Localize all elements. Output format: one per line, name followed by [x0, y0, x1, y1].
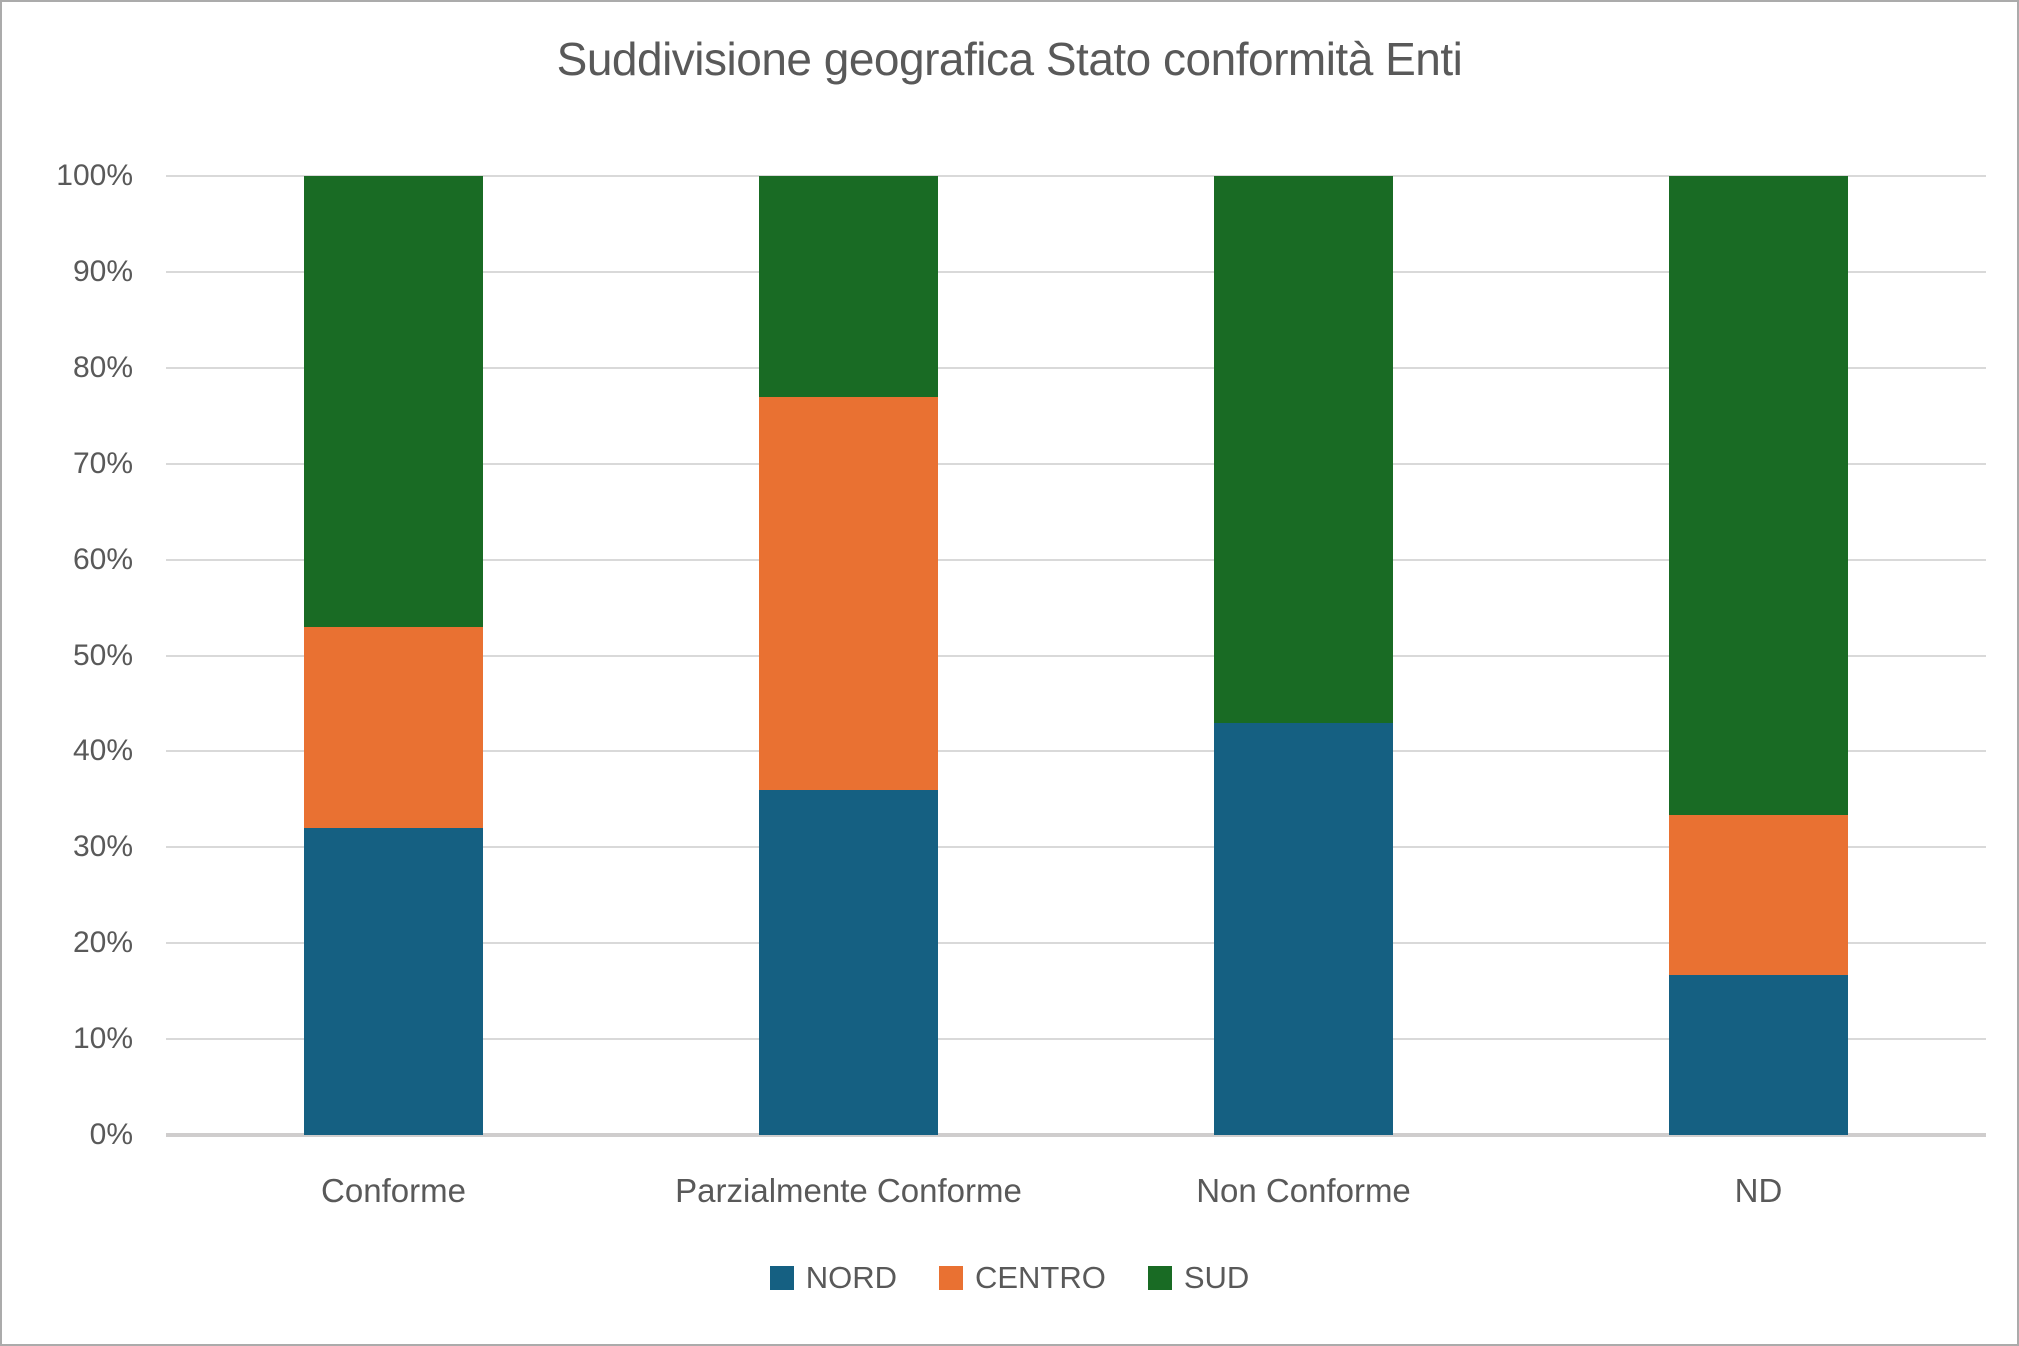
gridline-10%: [166, 1038, 1986, 1041]
gridline-90%: [166, 270, 1986, 273]
y-axis-tick-label-100%: 100%: [56, 159, 133, 192]
bar-segment-sud-3: [1668, 176, 1849, 816]
gridline-70%: [166, 462, 1986, 465]
x-axis-line: [166, 1133, 1986, 1137]
y-axis-tick-labels: 0% 10% 20% 30% 40% 50% 60% 70% 80% 90% 100%: [2, 159, 133, 1151]
bar-stack-1: [758, 176, 939, 1135]
legend-label: SUD: [1183, 1260, 1250, 1295]
gridline-20%: [166, 942, 1986, 945]
x-axis-label-1: Parzialmente Conforme: [675, 1172, 1022, 1209]
y-axis-tick-label-30%: 30%: [72, 830, 133, 864]
chart-title: Suddivisione geografica Stato conformità…: [556, 33, 1463, 85]
bar-stack-3: [1668, 176, 1849, 1135]
legend-swatch-icon: [1147, 1266, 1172, 1290]
y-axis-tick-label-0%: 0%: [89, 1118, 133, 1151]
y-axis-tick-label-80%: 80%: [72, 350, 133, 384]
gridline-60%: [166, 558, 1986, 561]
bar-segment-nord-1: [758, 789, 939, 1135]
legend-item-sud: SUD: [1147, 1260, 1250, 1296]
legend-swatch-icon: [769, 1266, 794, 1290]
bar-segment-sud-0: [303, 176, 484, 627]
plot-area: [166, 175, 1986, 1137]
y-axis-tick-label-60%: 60%: [72, 542, 133, 576]
bar-segment-sud-2: [1213, 176, 1394, 723]
gridline-50%: [166, 654, 1986, 657]
y-axis-tick-label-70%: 70%: [72, 446, 133, 480]
x-axis-category-labels: Conforme Parzialmente Conforme Non Conform…: [166, 1170, 1986, 1212]
bar-stack-2: [1213, 176, 1394, 1135]
bar-stack-0: [303, 176, 484, 1135]
bar-segment-sud-1: [758, 176, 939, 397]
gridline-100%: [166, 175, 1986, 177]
bar-segment-nord-2: [1213, 722, 1394, 1135]
x-axis-label-0: Conforme: [321, 1172, 466, 1209]
bar-segment-nord-0: [303, 828, 484, 1135]
legend-swatch-icon: [938, 1266, 963, 1290]
bar-segment-centro-3: [1668, 815, 1849, 976]
y-axis-tick-label-90%: 90%: [72, 254, 133, 288]
gridline-30%: [166, 846, 1986, 849]
bar-slot-0: [166, 176, 621, 1135]
gridline-40%: [166, 750, 1986, 753]
legend-label: CENTRO: [974, 1260, 1106, 1295]
legend-item-nord: NORD: [769, 1260, 897, 1296]
legend-item-centro: CENTRO: [938, 1260, 1106, 1296]
bars-layer: [166, 176, 1986, 1135]
gridline-80%: [166, 366, 1986, 369]
bar-slot-1: [621, 176, 1076, 1135]
x-axis-label-3: ND: [1734, 1172, 1783, 1209]
y-axis-tick-label-40%: 40%: [72, 734, 133, 768]
bar-segment-centro-1: [758, 396, 939, 790]
bar-segment-centro-0: [303, 626, 484, 829]
legend-label: NORD: [805, 1260, 897, 1295]
y-axis-tick-label-50%: 50%: [72, 638, 133, 672]
x-axis-label-2: Non Conforme: [1196, 1172, 1411, 1209]
y-axis-tick-label-20%: 20%: [72, 926, 133, 960]
bar-slot-2: [1076, 176, 1531, 1135]
bar-slot-3: [1531, 176, 1986, 1135]
legend: NORD CENTRO SUD: [2, 1260, 2017, 1296]
y-axis-tick-label-10%: 10%: [72, 1022, 133, 1056]
bar-segment-nord-3: [1668, 975, 1849, 1135]
